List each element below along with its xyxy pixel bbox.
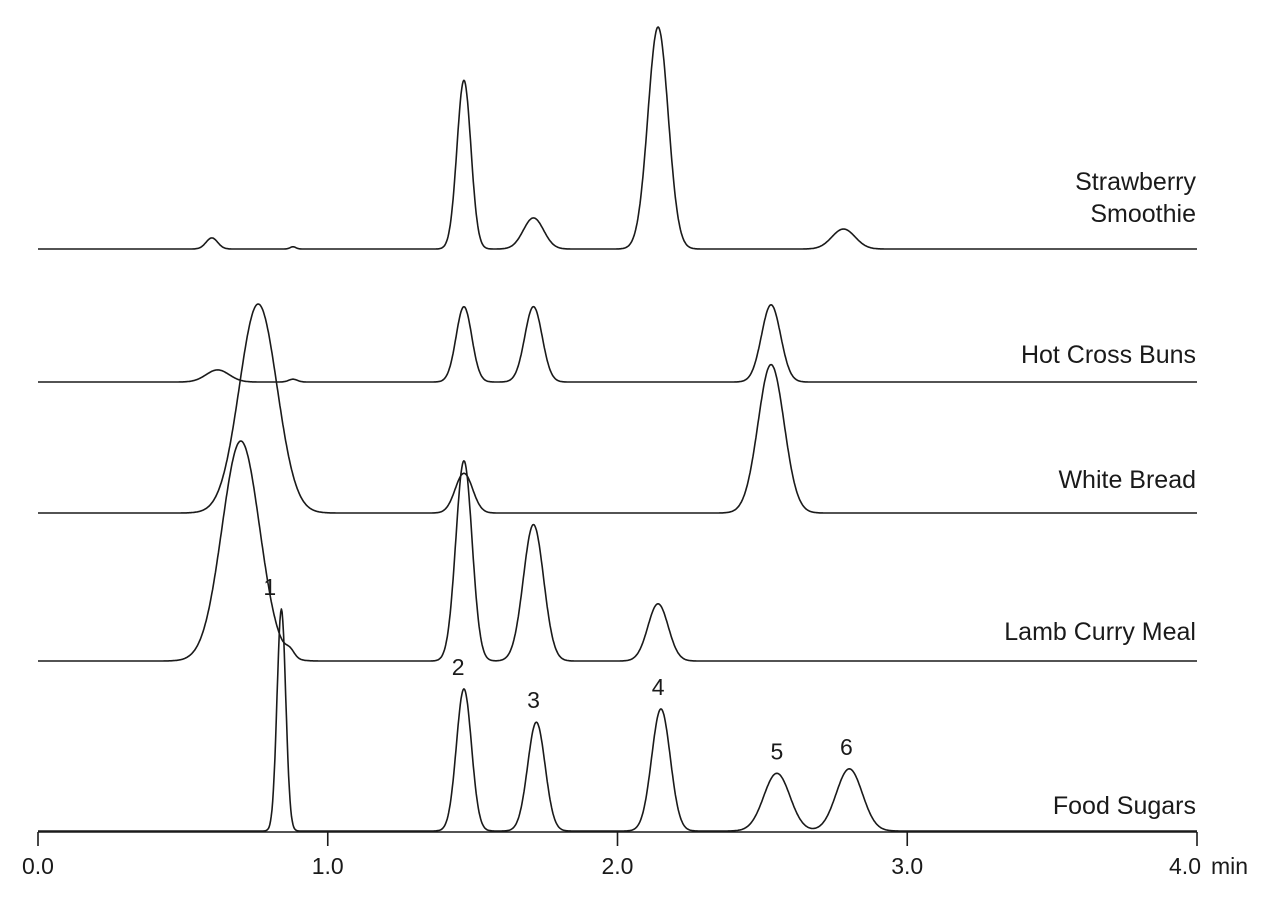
trace-group (37, 26, 1198, 832)
x-tick-label-1.0: 1.0 (312, 853, 344, 879)
x-tick-group: 0.0 1.0 2.0 3.0 4.0 (22, 832, 1201, 879)
trace-strawberry-smoothie (37, 26, 1198, 250)
peak-label-4: 4 (652, 674, 665, 700)
trace-white-bread (37, 303, 1198, 514)
trace-label-strawberry-smoothie-line-1: Strawberry (1075, 168, 1196, 196)
trace-food-sugars (37, 608, 1198, 832)
x-tick-label-3.0: 3.0 (891, 853, 923, 879)
x-tick-label-4.0: 4.0 (1169, 853, 1201, 879)
peak-label-5: 5 (771, 738, 784, 764)
trace-label-lamb-curry-meal: Lamb Curry Meal (1004, 618, 1196, 646)
x-axis-unit-label: min (1211, 853, 1248, 879)
trace-lamb-curry-meal (37, 440, 1198, 662)
peak-label-2: 2 (452, 654, 465, 680)
x-tick-label-2.0: 2.0 (602, 853, 634, 879)
trace-label-group: Strawberry Smoothie Hot Cross Buns White Br… (1004, 168, 1196, 820)
trace-label-hot-cross-buns: Hot Cross Buns (1021, 341, 1196, 369)
trace-hot-cross-buns (37, 304, 1198, 383)
peak-label-group: 1 2 3 4 5 6 (263, 574, 852, 764)
peak-label-3: 3 (527, 687, 540, 713)
x-tick-label-0.0: 0.0 (22, 853, 54, 879)
trace-label-white-bread: White Bread (1058, 466, 1196, 494)
x-axis: 0.0 1.0 2.0 3.0 4.0 min (22, 831, 1248, 879)
trace-label-strawberry-smoothie-line-2: Smoothie (1090, 200, 1196, 228)
peak-label-6: 6 (840, 734, 853, 760)
trace-label-food-sugars: Food Sugars (1053, 792, 1196, 820)
peak-label-1: 1 (263, 574, 276, 600)
